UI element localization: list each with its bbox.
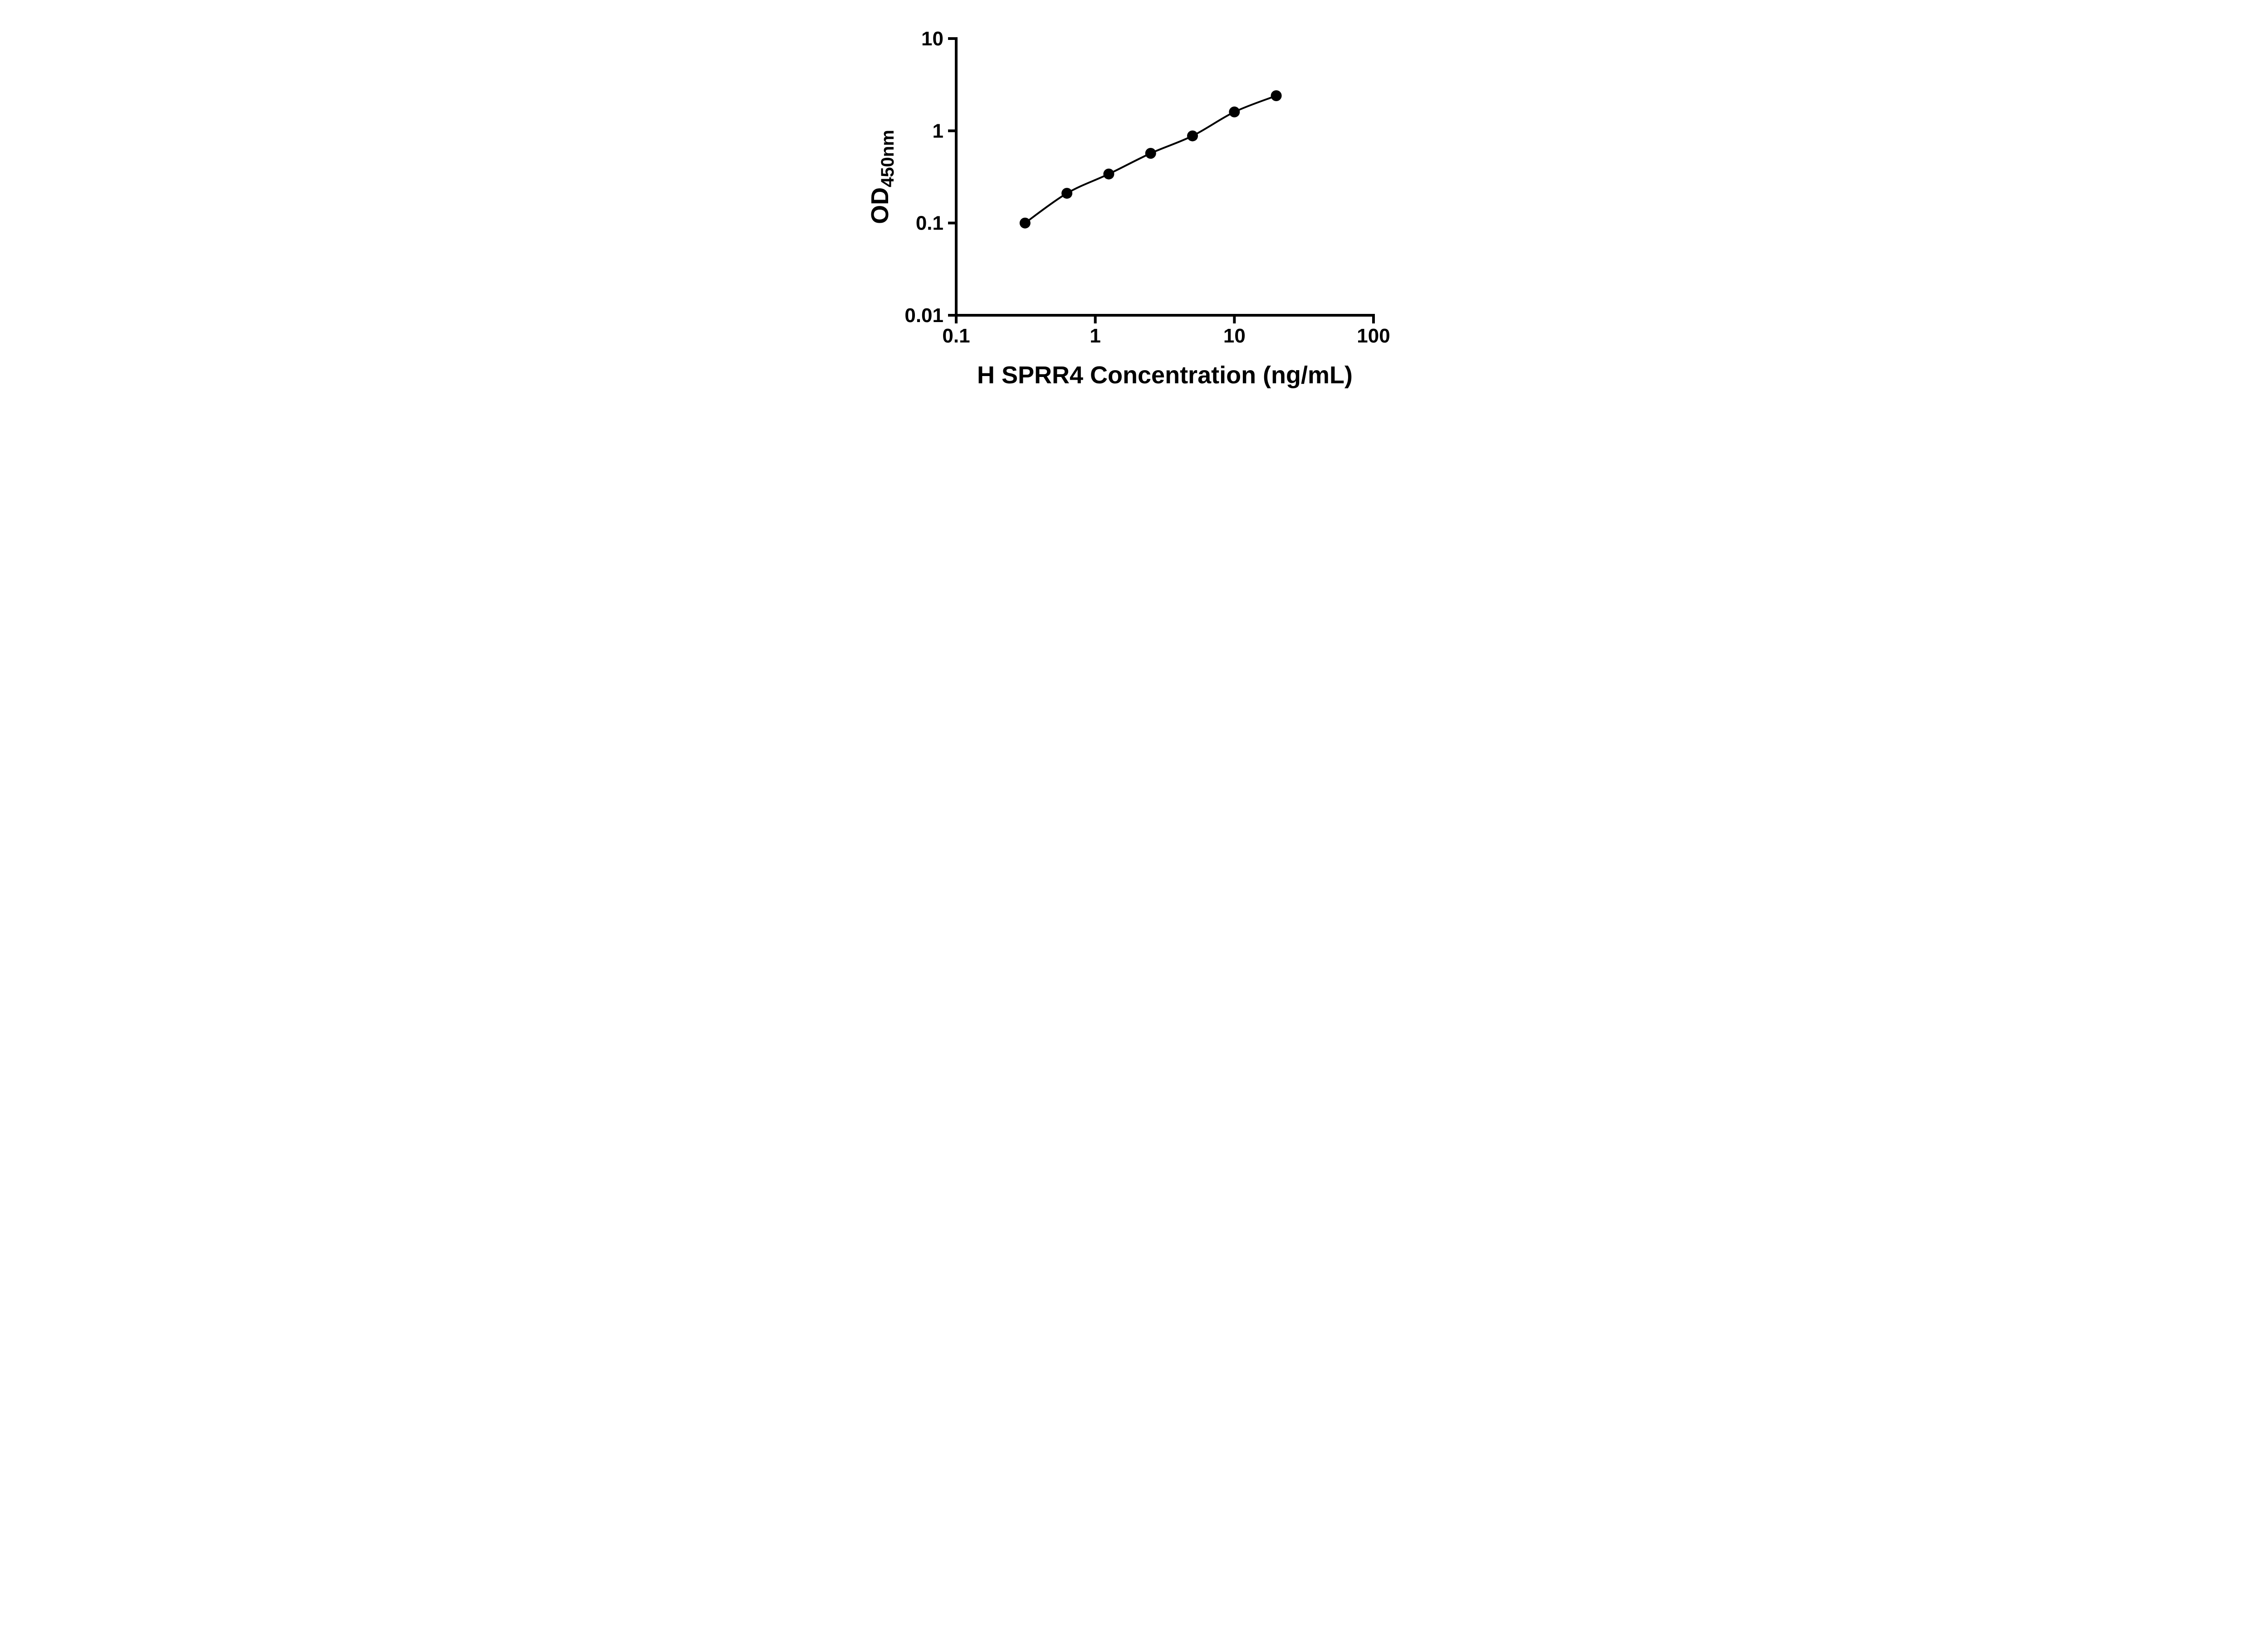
x-tick-label: 1 [1090, 325, 1100, 347]
data-point [1103, 168, 1114, 180]
data-point [1019, 217, 1031, 229]
elisa-standard-curve-figure: 0.1 1 10 100 0.01 0.1 1 10 H SPRR4 Concentratio… [842, 0, 1426, 408]
y-axis-title: OD450nm [866, 130, 898, 224]
y-axis-title-main: OD [866, 187, 894, 224]
data-point [1145, 148, 1156, 159]
y-tick-label: 0.01 [904, 304, 943, 327]
data-point [1271, 90, 1282, 101]
x-tick-label: 100 [1357, 325, 1390, 347]
y-axis-title-sub: 450nm [878, 130, 898, 187]
y-tick-label: 10 [921, 28, 943, 50]
x-tick-label: 10 [1223, 325, 1245, 347]
y-tick-label: 1 [932, 120, 943, 142]
y-tick-label: 0.1 [915, 212, 943, 235]
x-axis-title: H SPRR4 Concentration (ng/mL) [977, 362, 1352, 389]
data-point [1228, 106, 1240, 117]
data-point [1187, 130, 1198, 142]
x-tick-label: 0.1 [942, 325, 970, 347]
data-point [1061, 188, 1072, 199]
